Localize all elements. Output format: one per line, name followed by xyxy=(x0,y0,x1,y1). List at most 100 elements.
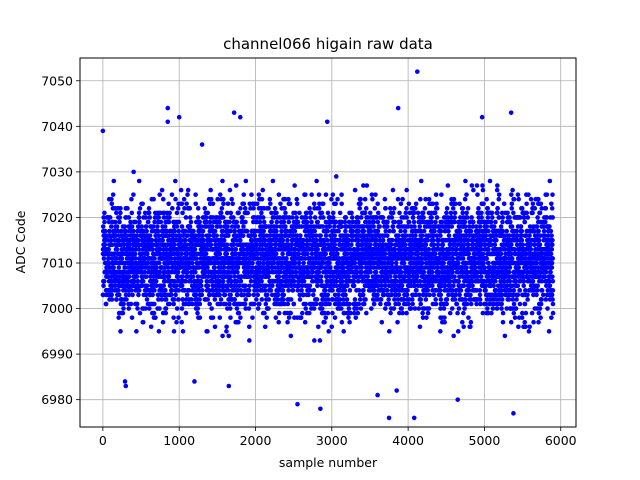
data-point xyxy=(168,256,174,261)
data-point xyxy=(329,324,335,330)
data-point xyxy=(150,292,155,298)
data-point xyxy=(310,269,316,275)
data-point xyxy=(399,283,405,289)
data-point xyxy=(172,242,177,248)
data-point xyxy=(122,224,128,229)
data-point xyxy=(270,178,276,184)
data-point xyxy=(432,210,438,216)
data-point xyxy=(280,251,285,257)
data-point xyxy=(314,178,319,184)
data-point xyxy=(441,306,447,311)
data-point xyxy=(447,310,453,316)
data-point xyxy=(224,251,230,257)
data-point xyxy=(398,269,404,275)
data-point xyxy=(406,219,412,225)
data-point xyxy=(352,297,358,302)
data-point xyxy=(478,274,484,279)
data-point xyxy=(408,306,414,311)
data-point xyxy=(171,301,177,307)
data-point xyxy=(328,265,333,270)
data-point xyxy=(384,288,390,293)
data-point xyxy=(373,269,379,275)
data-point xyxy=(179,224,185,229)
data-point xyxy=(118,228,124,234)
data-point xyxy=(375,210,381,216)
data-point xyxy=(417,324,423,330)
data-point xyxy=(185,269,190,275)
data-point xyxy=(207,219,213,225)
data-point xyxy=(153,315,158,320)
data-point xyxy=(112,219,118,225)
data-point xyxy=(137,310,143,316)
data-point xyxy=(227,301,232,307)
data-point xyxy=(247,338,252,343)
data-point xyxy=(361,288,366,293)
data-point xyxy=(401,260,407,266)
data-point xyxy=(184,242,190,248)
data-point xyxy=(320,201,326,207)
data-point xyxy=(308,210,314,216)
data-point xyxy=(294,215,299,220)
data-point xyxy=(152,219,158,225)
data-point xyxy=(285,319,290,325)
data-point xyxy=(179,251,184,257)
data-point xyxy=(167,215,172,220)
data-point xyxy=(201,237,206,243)
data-point xyxy=(270,283,275,289)
data-point xyxy=(150,224,156,229)
data-point xyxy=(163,297,169,302)
data-point xyxy=(151,310,157,316)
data-point xyxy=(375,292,380,298)
data-point xyxy=(311,288,317,293)
data-point xyxy=(430,237,436,243)
data-point xyxy=(325,228,330,234)
data-point xyxy=(114,297,119,302)
data-point xyxy=(152,301,157,307)
data-point xyxy=(254,297,259,302)
data-point xyxy=(116,265,122,270)
data-point xyxy=(117,219,122,225)
data-point xyxy=(362,210,368,216)
data-point xyxy=(146,210,152,216)
data-point xyxy=(171,329,177,334)
data-point xyxy=(423,242,429,248)
data-point xyxy=(323,233,329,238)
data-point xyxy=(333,174,339,179)
data-point xyxy=(203,215,209,220)
data-point xyxy=(109,297,115,302)
data-point xyxy=(232,274,237,279)
data-point xyxy=(429,215,434,220)
data-point xyxy=(234,219,240,225)
data-point xyxy=(290,288,296,293)
data-point xyxy=(175,269,181,275)
data-point xyxy=(272,206,278,211)
data-point xyxy=(152,256,157,261)
data-point xyxy=(415,210,421,216)
data-point xyxy=(413,206,418,211)
data-point xyxy=(391,306,397,311)
data-point xyxy=(101,256,107,261)
data-point xyxy=(330,192,336,197)
data-point xyxy=(188,278,194,284)
data-point xyxy=(347,301,352,307)
data-point xyxy=(235,269,240,275)
data-point xyxy=(396,233,401,238)
data-point xyxy=(120,310,126,316)
data-point xyxy=(273,315,279,320)
data-point xyxy=(477,292,483,298)
data-point xyxy=(179,283,185,289)
data-point xyxy=(165,265,171,270)
data-point xyxy=(218,210,224,216)
data-point xyxy=(252,233,258,238)
data-point xyxy=(218,247,224,252)
data-point xyxy=(375,228,381,234)
data-point xyxy=(276,319,282,325)
data-point xyxy=(327,301,332,307)
data-point xyxy=(189,260,195,266)
data-point xyxy=(154,283,159,289)
data-point xyxy=(276,310,282,316)
data-point xyxy=(114,224,120,229)
data-point xyxy=(198,278,204,284)
data-point xyxy=(471,187,476,193)
data-point xyxy=(289,215,295,220)
